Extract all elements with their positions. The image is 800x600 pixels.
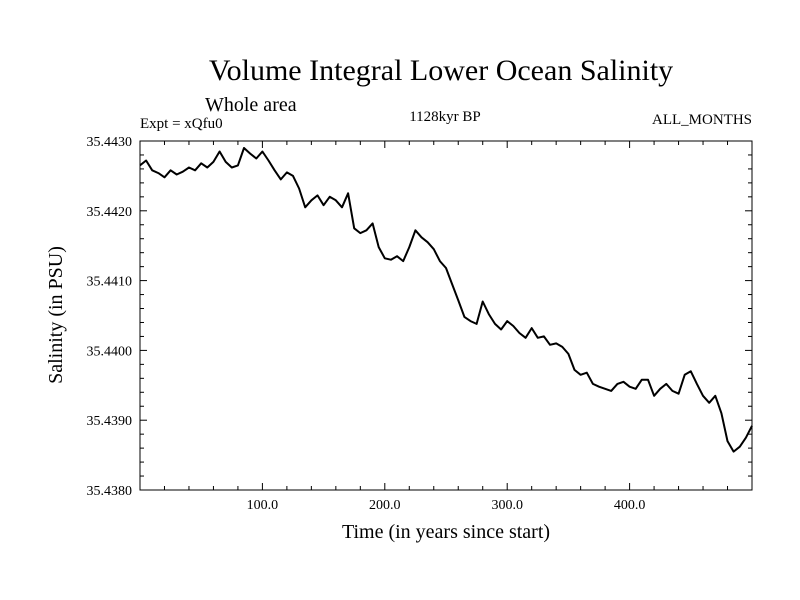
expt-label: Expt = xQfu0	[140, 116, 223, 132]
months-label: ALL_MONTHS	[652, 112, 752, 128]
axis-ticks	[139, 140, 753, 491]
x-tick-label: 200.0	[369, 498, 401, 513]
y-tick-label: 35.4430	[87, 135, 133, 150]
chart-subtitle: Whole area	[205, 94, 297, 116]
y-tick-label: 35.4410	[87, 275, 133, 290]
y-axis-label: Salinity (in PSU)	[45, 246, 67, 384]
plot-frame	[139, 140, 753, 491]
x-tick-label: 100.0	[247, 498, 279, 513]
x-tick-labels: 100.0 200.0 300.0 400.0	[247, 498, 646, 513]
period-label: 1128kyr BP	[409, 109, 481, 125]
y-tick-label: 35.4400	[87, 344, 133, 359]
y-tick-labels: 35.4380 35.4390 35.4400 35.4410 35.4420 35.44…	[87, 135, 133, 499]
x-tick-label: 400.0	[614, 498, 646, 513]
chart-title: Volume Integral Lower Ocean Salinity	[209, 54, 673, 87]
x-axis-label: Time (in years since start)	[342, 521, 550, 543]
y-tick-label: 35.4420	[87, 205, 133, 220]
y-tick-label: 35.4390	[87, 414, 133, 429]
y-tick-label: 35.4380	[87, 484, 133, 499]
x-tick-label: 300.0	[491, 498, 523, 513]
salinity-series-line	[139, 147, 753, 453]
